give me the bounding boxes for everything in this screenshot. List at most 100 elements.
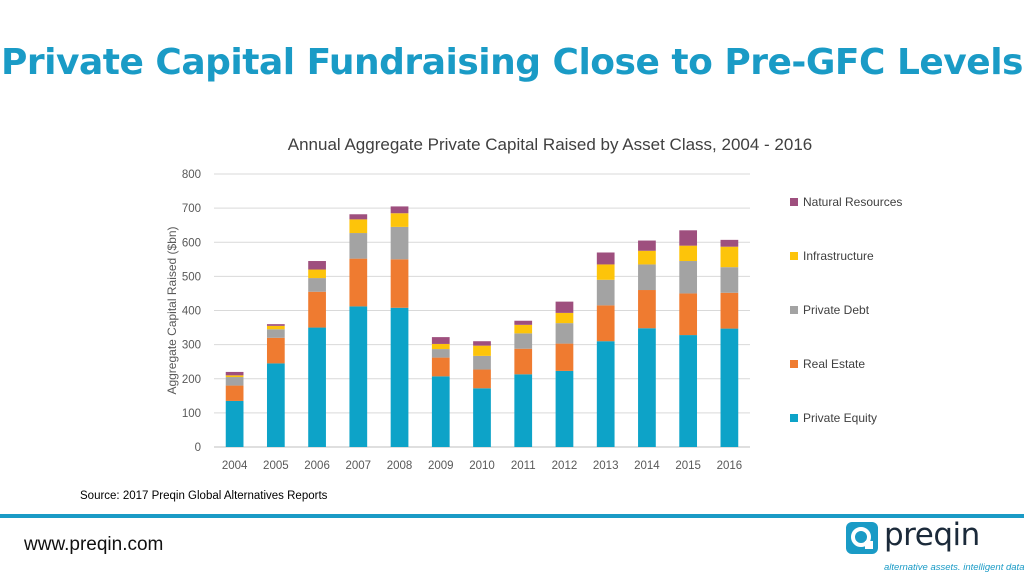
bar-segment-real-estate xyxy=(266,337,285,364)
legend-label: Infrastructure xyxy=(803,249,874,263)
bar-segment-private-equity xyxy=(225,400,244,447)
bar-segment-natural-resources xyxy=(431,337,450,344)
bar-segment-infrastructure xyxy=(308,269,326,279)
legend-swatch xyxy=(790,198,798,206)
bar-segment-private-debt xyxy=(555,323,574,344)
preqin-logo-icon xyxy=(846,522,878,554)
legend-label: Private Equity xyxy=(803,411,877,425)
legend-label: Natural Resources xyxy=(803,195,902,209)
bar-segment-private-debt xyxy=(679,261,698,294)
bar-segment-infrastructure xyxy=(473,345,491,356)
bar-segment-natural-resources xyxy=(720,239,739,247)
bar-segment-private-equity xyxy=(266,363,285,447)
bar-segment-private-equity xyxy=(349,306,368,447)
chart-title: Annual Aggregate Private Capital Raised … xyxy=(288,135,813,154)
bar-segment-natural-resources xyxy=(473,341,491,346)
bar-segment-infrastructure xyxy=(266,325,285,330)
bar-segment-private-equity xyxy=(473,388,491,447)
bar-segment-natural-resources xyxy=(679,230,698,246)
legend-label: Real Estate xyxy=(803,357,865,371)
x-tick-label: 2005 xyxy=(263,460,289,472)
bar-segment-natural-resources xyxy=(514,320,533,325)
logo-wordmark: preqin xyxy=(884,517,980,553)
y-axis-label: Aggregate Capital Raised ($bn) xyxy=(165,226,179,394)
bar-segment-private-equity xyxy=(431,376,450,447)
y-tick-label: 100 xyxy=(182,408,201,420)
bar-segment-private-debt xyxy=(390,226,409,260)
x-tick-label: 2014 xyxy=(634,460,660,472)
bar-segment-private-equity xyxy=(390,307,409,447)
bar-segment-real-estate xyxy=(390,259,409,308)
footer-divider xyxy=(0,514,1024,518)
bar-segment-natural-resources xyxy=(555,301,574,313)
legend-label: Private Debt xyxy=(803,303,870,317)
bar-segment-natural-resources xyxy=(308,261,326,270)
x-tick-label: 2004 xyxy=(222,460,248,472)
bar-segment-real-estate xyxy=(596,305,615,342)
bar-segment-infrastructure xyxy=(638,250,656,265)
legend-swatch xyxy=(790,252,798,260)
legend-swatch xyxy=(790,360,798,368)
logo-tagline: alternative assets. intelligent data. xyxy=(884,562,1024,573)
bar-segment-private-debt xyxy=(308,278,326,292)
bar-segment-infrastructure xyxy=(225,375,244,378)
x-tick-label: 2008 xyxy=(387,460,413,472)
bar-segment-real-estate xyxy=(720,292,739,329)
bar-segment-real-estate xyxy=(638,290,656,329)
bar-segment-natural-resources xyxy=(225,371,244,376)
bar-segment-private-debt xyxy=(473,355,491,370)
y-tick-label: 600 xyxy=(182,237,201,249)
bar-segment-private-debt xyxy=(349,233,368,259)
y-tick-label: 700 xyxy=(182,203,201,215)
x-tick-label: 2007 xyxy=(346,460,372,472)
bar-segment-private-equity xyxy=(555,370,574,447)
bar-segment-natural-resources xyxy=(349,214,368,220)
x-tick-label: 2011 xyxy=(511,460,536,472)
website-link[interactable]: www.preqin.com xyxy=(24,534,164,555)
bar-segment-private-equity xyxy=(596,341,615,447)
bar-segment-private-equity xyxy=(514,374,533,447)
bar-segment-infrastructure xyxy=(514,324,533,334)
bar-segment-private-debt xyxy=(638,264,656,291)
y-tick-label: 300 xyxy=(182,340,201,352)
y-tick-label: 200 xyxy=(182,374,201,386)
y-tick-label: 800 xyxy=(182,169,201,181)
bar-segment-private-equity xyxy=(679,335,698,447)
x-tick-label: 2015 xyxy=(675,460,701,472)
bar-segment-real-estate xyxy=(514,348,533,375)
bar-segment-real-estate xyxy=(308,291,326,328)
bar-segment-private-debt xyxy=(266,329,285,338)
bar-segment-private-debt xyxy=(225,377,244,386)
x-tick-label: 2010 xyxy=(469,460,495,472)
bar-segment-real-estate xyxy=(431,357,450,377)
y-tick-label: 0 xyxy=(195,442,201,454)
bar-segment-real-estate xyxy=(225,385,244,401)
bar-segment-private-equity xyxy=(720,328,739,447)
x-tick-label: 2013 xyxy=(593,460,619,472)
bar-segment-natural-resources xyxy=(390,206,409,214)
bar-segment-infrastructure xyxy=(596,264,615,280)
legend-swatch xyxy=(790,414,798,422)
bar-segment-private-debt xyxy=(514,333,533,349)
preqin-logo: preqin alternative assets. intelligent d… xyxy=(846,517,1024,574)
bar-segment-private-equity xyxy=(308,327,326,447)
legend-swatch xyxy=(790,306,798,314)
bar-segment-natural-resources xyxy=(596,252,615,265)
bar-segment-infrastructure xyxy=(679,245,698,262)
x-tick-label: 2012 xyxy=(552,460,578,472)
bar-segment-infrastructure xyxy=(431,343,450,350)
bar-segment-private-debt xyxy=(596,279,615,306)
y-tick-label: 400 xyxy=(182,306,201,318)
bar-segment-natural-resources xyxy=(638,240,656,251)
x-tick-label: 2009 xyxy=(428,460,454,472)
x-tick-label: 2016 xyxy=(717,460,743,472)
bar-segment-real-estate xyxy=(555,343,574,371)
bar-segment-natural-resources xyxy=(266,324,285,326)
bar-segment-real-estate xyxy=(349,258,368,307)
bar-segment-infrastructure xyxy=(720,246,739,268)
bar-segment-infrastructure xyxy=(555,312,574,324)
bar-segment-private-debt xyxy=(720,267,739,293)
bar-segment-infrastructure xyxy=(390,213,409,227)
bar-segment-real-estate xyxy=(473,369,491,389)
